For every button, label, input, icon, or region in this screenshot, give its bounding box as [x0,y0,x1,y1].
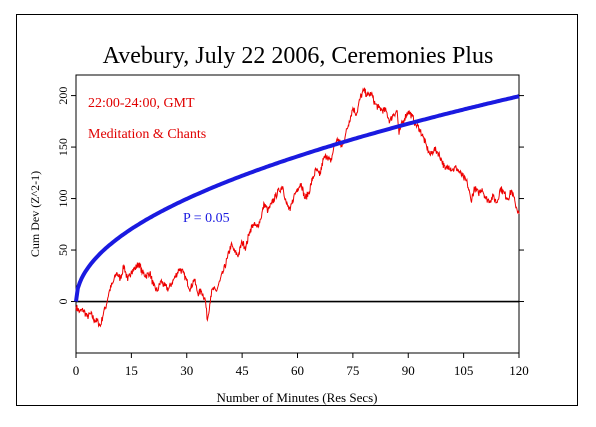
y-tick-label: 50 [56,244,70,256]
x-tick-label: 90 [402,363,415,378]
x-tick-label: 45 [236,363,249,378]
y-tick-label: 150 [56,138,70,156]
y-tick-label: 0 [56,299,70,305]
significance-envelope-line [74,94,520,302]
annotation-time: 22:00-24:00, GMT [88,96,195,111]
chart-frame: Avebury, July 22 2006, Ceremonies Plus N… [16,14,578,406]
y-tick-label: 200 [56,87,70,105]
plot-area [75,74,520,354]
x-tick-label: 30 [180,363,193,378]
x-tick-label: 105 [454,363,474,378]
annotation-p-value: P = 0.05 [183,211,230,226]
x-tick-label: 15 [125,363,138,378]
x-tick-label: 75 [346,363,359,378]
chart-svg: Avebury, July 22 2006, Ceremonies Plus N… [28,43,529,405]
chart-title: Avebury, July 22 2006, Ceremonies Plus [103,43,494,69]
x-tick-label: 60 [291,363,304,378]
x-axis-label: Number of Minutes (Res Secs) [216,390,377,405]
cumdev-series-line [75,87,520,328]
x-tick-label: 120 [509,363,529,378]
x-tick-label: 0 [73,363,80,378]
y-axis-label: Cum Dev (Z^2-1) [28,171,42,257]
y-tick-label: 100 [56,190,70,208]
annotation-event: Meditation & Chants [88,127,206,142]
